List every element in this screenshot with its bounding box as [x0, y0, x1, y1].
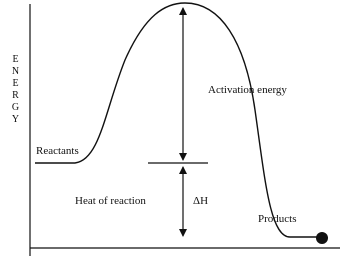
activation-label: Activation energy [208, 84, 287, 96]
reactants-label: Reactants [36, 145, 79, 157]
energy-curve [35, 2, 322, 238]
delta-h-label: ΔH [193, 195, 208, 207]
end-dot [316, 232, 328, 244]
products-label: Products [258, 213, 297, 225]
heat-label: Heat of reaction [75, 195, 146, 207]
axis-label: ENERGY [10, 54, 21, 126]
